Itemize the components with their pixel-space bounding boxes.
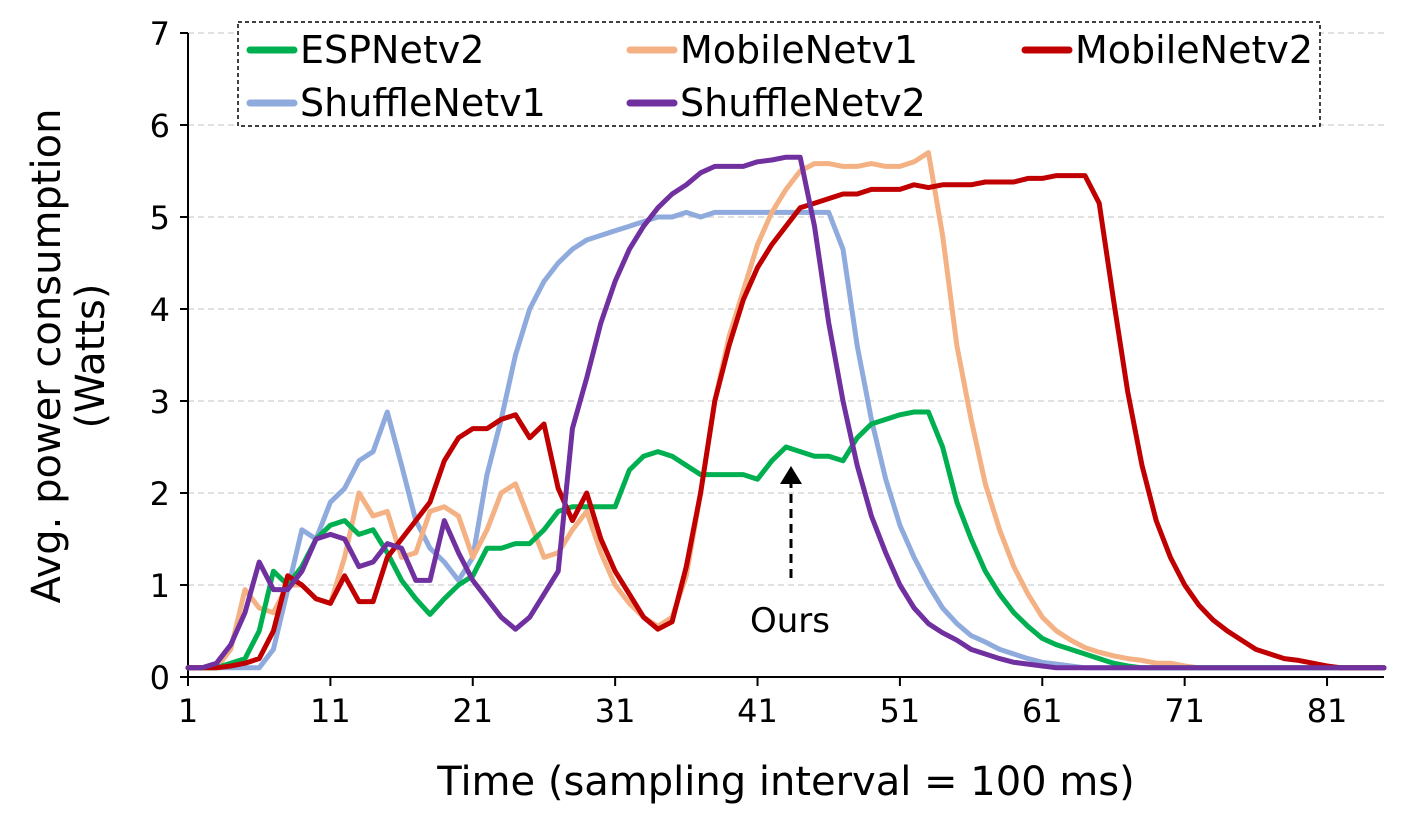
y-tick-label-6: 6 [150, 107, 170, 145]
axes [187, 33, 1384, 678]
y-tick-label-1: 1 [150, 567, 170, 605]
legend: ESPNetv2 MobileNetv1 MobileNetv2 ShuffleNet… [237, 21, 1321, 127]
annotation-arrowhead [780, 466, 802, 484]
series-lines [185, 150, 1387, 671]
legend-label-shufflenetv1: ShuffleNetv1 [300, 81, 546, 125]
y-axis-label-line1: Avg. power consumption [24, 109, 70, 604]
series-line-mobilenetv2 [185, 173, 1387, 671]
y-tick-label-5: 5 [150, 199, 170, 237]
x-tick-label-11: 11 [310, 692, 351, 730]
x-axis-label: Time (sampling interval = 100 ms) [436, 759, 1135, 805]
legend-label-shufflenetv2: ShuffleNetv2 [680, 81, 926, 125]
x-tick-label-41: 41 [737, 692, 778, 730]
legend-label-mobilenetv1: MobileNetv1 [680, 28, 918, 72]
x-tick-label-1: 1 [178, 692, 198, 730]
y-tick-label-4: 4 [150, 291, 170, 329]
legend-label-mobilenetv2: MobileNetv2 [1075, 28, 1313, 72]
annotation: Ours [750, 466, 830, 641]
x-tick-label-21: 21 [452, 692, 493, 730]
y-tick-label-3: 3 [150, 383, 170, 421]
y-tick-label-2: 2 [150, 475, 170, 513]
y-tick-label-7: 7 [150, 15, 170, 53]
legend-label-espnetv2: ESPNetv2 [300, 28, 484, 72]
x-tick-label-31: 31 [595, 692, 636, 730]
y-tick-label-0: 0 [150, 659, 170, 697]
x-tick-label-71: 71 [1164, 692, 1205, 730]
x-tick-label-61: 61 [1022, 692, 1063, 730]
x-axis-ticks: 1 11 21 31 41 51 61 71 81 [178, 677, 1348, 730]
series-line-shufflenetv2 [185, 154, 1387, 671]
annotation-label: Ours [750, 601, 830, 641]
x-tick-label-81: 81 [1307, 692, 1348, 730]
y-axis-ticks: 0 1 2 3 4 5 6 7 [150, 15, 188, 697]
legend-box [237, 21, 1321, 127]
y-axis-label-line2: (Watts) [68, 284, 114, 429]
x-tick-label-51: 51 [880, 692, 921, 730]
